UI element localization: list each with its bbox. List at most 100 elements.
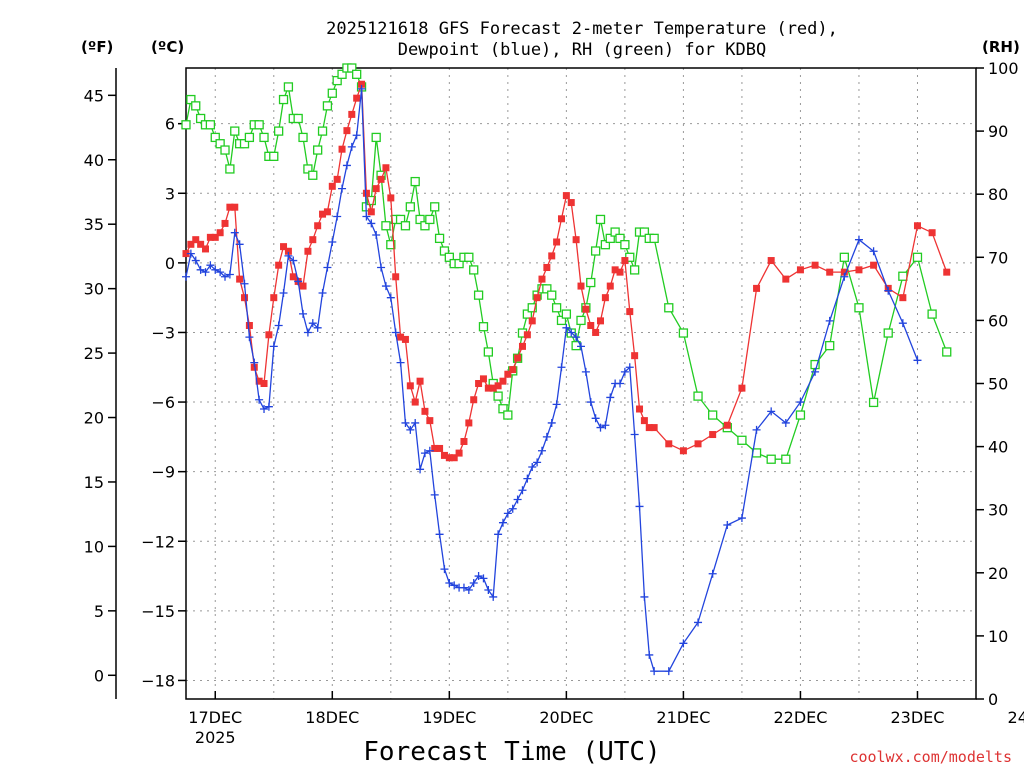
rh-line <box>185 67 948 460</box>
dewpoint-point <box>620 367 629 376</box>
dewpoint-point <box>289 256 298 265</box>
rh-point <box>415 214 425 225</box>
rh-point <box>708 410 718 420</box>
rh-point <box>274 126 284 136</box>
dewpoint-point <box>450 581 459 590</box>
temperature-point <box>572 236 580 244</box>
series-temperature <box>182 80 951 462</box>
rh-point <box>195 113 206 124</box>
rh-point <box>332 75 342 86</box>
dewpoint-point <box>591 414 600 423</box>
rh-point <box>371 132 381 143</box>
rh-point <box>269 151 279 161</box>
temperature-point <box>475 380 483 387</box>
dewpoint-point <box>318 289 327 298</box>
time-tick-label: 24DEC <box>1008 708 1024 727</box>
dewpoint-point <box>396 358 405 367</box>
temperature-point <box>523 331 531 339</box>
dewpoint-point <box>767 407 776 416</box>
dewpoint-point <box>635 502 644 511</box>
dewpoint-point <box>225 270 234 279</box>
dewpoint-point <box>537 446 546 455</box>
rh-point <box>556 315 567 326</box>
temperature-point <box>479 375 487 383</box>
dewpoint-point <box>342 161 351 170</box>
rh-point <box>410 176 420 187</box>
rh-point <box>629 265 640 275</box>
temperature-point <box>606 282 614 290</box>
rh-point <box>425 214 435 225</box>
temperature-point <box>460 437 468 445</box>
temperature-point <box>431 444 439 452</box>
temperature-point <box>753 284 761 292</box>
dewpoint-point <box>752 425 761 434</box>
dewpoint-point <box>235 240 244 249</box>
dewpoint-point <box>377 263 386 272</box>
temperature-point <box>553 238 561 246</box>
rh-point <box>366 195 376 206</box>
temperature-point <box>319 210 327 218</box>
temperature-point <box>304 247 312 255</box>
rh-point <box>210 132 220 143</box>
temperature-point <box>387 194 395 202</box>
temperature-point <box>353 94 361 102</box>
rh-point <box>220 145 230 155</box>
dewpoint-point <box>596 423 605 432</box>
dewpoint-point <box>664 667 673 676</box>
rh-point <box>308 170 318 180</box>
temperature-point <box>494 382 502 390</box>
temperature-point <box>231 203 239 211</box>
temperature-point <box>343 127 351 135</box>
dewpoint-point <box>884 286 893 295</box>
dewpoint-point <box>484 585 493 594</box>
temperature-point <box>567 199 575 207</box>
credit-link[interactable]: coolwx.com/modelts <box>849 748 1012 766</box>
temperature-point <box>543 264 551 272</box>
rh-tick-label: 20 <box>988 564 1008 583</box>
rh-point <box>527 303 537 313</box>
dewpoint-point <box>294 277 303 286</box>
rh-tick-label: 90 <box>988 122 1008 141</box>
rh-point <box>678 328 689 338</box>
fahrenheit-tick-label: 35 <box>84 215 104 234</box>
temperature-point <box>767 257 775 265</box>
series-dewpoint <box>182 84 922 676</box>
fahrenheit-tick-label: 15 <box>84 473 104 492</box>
rh-point <box>254 120 264 130</box>
temperature-point <box>489 384 497 392</box>
dewpoint-point <box>411 418 420 427</box>
temperature-point <box>426 417 434 425</box>
temperature-point <box>621 257 629 265</box>
temperature-point <box>182 250 190 258</box>
celsius-tick-label: 6 <box>165 115 175 134</box>
dewpoint-point <box>313 323 322 332</box>
time-tick-label: 23DEC <box>890 708 944 727</box>
plot-frame <box>185 67 977 700</box>
rh-tick-label: 30 <box>988 501 1008 520</box>
dewpoint-point <box>352 131 361 140</box>
temperature-point <box>626 308 634 316</box>
series-layer <box>181 63 952 676</box>
dewpoint-point <box>333 212 342 221</box>
temperature-point <box>275 261 283 269</box>
temperature-point <box>616 268 624 276</box>
dewpoint-point <box>523 474 532 483</box>
dewpoint-point <box>572 333 581 342</box>
dewpoint-point <box>557 363 566 372</box>
temperature-point <box>445 454 453 462</box>
temperature-point <box>206 233 214 241</box>
temperature-point <box>416 377 424 385</box>
rh-point <box>898 271 908 281</box>
temperature-point <box>577 282 585 290</box>
temperature-point <box>640 417 648 425</box>
temperature-point <box>548 252 556 260</box>
rh-point <box>322 101 333 111</box>
temperature-point <box>709 431 717 439</box>
dewpoint-point <box>737 514 746 523</box>
rh-point <box>605 233 615 244</box>
dewpoint-point <box>547 418 556 427</box>
temperature-point <box>557 215 565 223</box>
rh-point <box>469 265 479 275</box>
temperature-point <box>723 421 731 429</box>
temperature-point <box>265 331 273 339</box>
